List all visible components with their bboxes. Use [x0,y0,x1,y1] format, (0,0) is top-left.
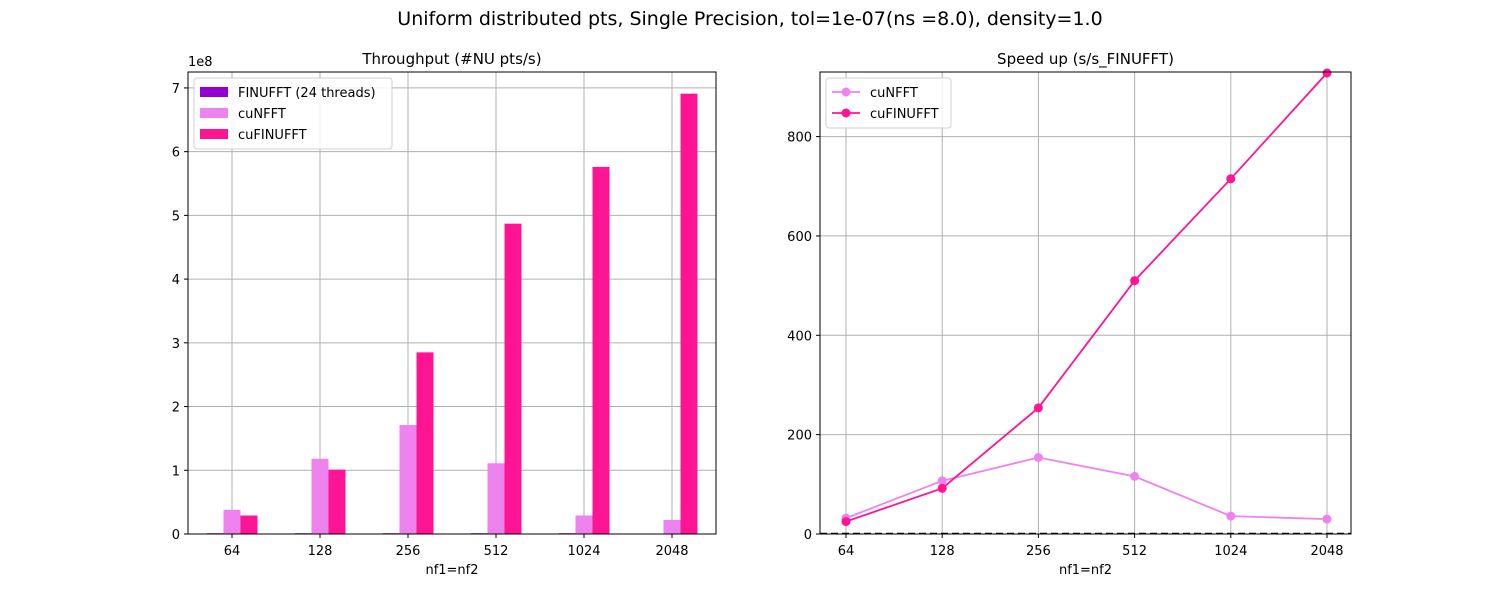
y-tick-label: 4 [172,273,180,288]
y-tick-label: 2 [172,401,180,416]
legend-label-cunfft: cuNFFT [870,86,918,101]
chart-title: Throughput (#NU pts/s) [361,50,541,68]
y-tick-label: 6 [172,146,180,161]
y-tick-label: 0 [172,528,180,543]
x-tick-label: 2048 [1310,544,1343,559]
point-cufinufft-256 [1033,403,1043,413]
bar-cunfft-256 [399,425,417,534]
legend-marker-cufinufft [841,108,851,118]
y-tick-label: 400 [787,329,812,344]
x-tick-label: 64 [838,544,855,559]
plot-frame [819,71,1352,535]
point-cunfft-2048 [1322,514,1332,524]
y-tick-label: 7 [172,82,180,97]
plot-frame [187,71,717,535]
y-offset-label: 1e8 [188,55,213,70]
point-cufinufft-64 [841,517,851,527]
x-axis-label: nf1=nf2 [1059,563,1112,578]
legend-label-cufinufft: cuFINUFFT [870,107,939,122]
chart-title: Speed up (s/s_FINUFFT) [997,50,1174,69]
bar-cunfft-2048 [663,519,681,534]
throughput-bar-chart: 0 1 2 3 4 5 6 7 64 128 256 512 1024 2048 1e8 Throughput… [172,50,717,578]
bar-cunfft-1024 [575,515,593,534]
x-tick-label: 1024 [1214,544,1247,559]
legend-label-finufft-24-threads: FINUFFT (24 threads) [238,86,376,101]
x-tick-label: 128 [930,544,955,559]
legend-label-cufinufft: cuFINUFFT [238,128,307,143]
bar-cunfft-64 [223,509,241,534]
x-tick-label: 128 [308,544,333,559]
series-line-cunfft [845,456,1328,520]
point-cufinufft-512 [1130,276,1140,286]
y-tick-label: 200 [787,429,812,444]
y-tick-label: 3 [172,337,180,352]
bar-cufinufft-1024 [592,166,610,534]
point-cunfft-128 [937,476,947,486]
legend-box [193,77,393,150]
x-tick-label: 1024 [567,544,600,559]
series-line-cufinufft [845,72,1328,523]
y-tick-label: 0 [804,528,812,543]
x-tick-label: 2048 [655,544,688,559]
y-tick-label: 600 [787,230,812,245]
y-tick-label: 800 [787,131,812,146]
bar-cunfft-128 [311,458,329,534]
x-tick-label: 512 [1122,544,1147,559]
point-cunfft-256 [1033,452,1043,462]
x-axis-label: nf1=nf2 [425,563,478,578]
legend-box [825,77,952,129]
bar-cufinufft-512 [504,223,522,534]
point-cufinufft-128 [937,483,947,493]
legend-marker-cunfft [841,87,851,97]
y-tick-label: 1 [172,464,180,479]
point-cunfft-1024 [1226,511,1236,521]
x-tick-label: 512 [484,544,509,559]
x-tick-label: 256 [1026,544,1051,559]
bar-cunfft-512 [487,463,505,534]
figure-title: Uniform distributed pts, Single Precisio… [397,8,1103,30]
point-cufinufft-2048 [1322,68,1332,78]
point-cunfft-512 [1130,471,1140,481]
speedup-line-chart: 0 200 400 600 800 64 128 256 512 1024 2048 Speed up… [787,50,1352,578]
bar-cufinufft-128 [328,469,346,534]
y-tick-label: 5 [172,209,180,224]
legend-swatch-cunfft [200,108,228,118]
bar-cufinufft-256 [416,352,434,534]
legend-swatch-finufft-24-threads [200,87,228,97]
legend-label-cunfft: cuNFFT [238,107,286,122]
point-cufinufft-1024 [1226,174,1236,184]
bar-cufinufft-64 [240,515,258,534]
x-tick-label: 256 [396,544,421,559]
x-tick-label: 64 [224,544,241,559]
legend-swatch-cufinufft [200,129,228,139]
bar-cufinufft-2048 [680,93,698,535]
